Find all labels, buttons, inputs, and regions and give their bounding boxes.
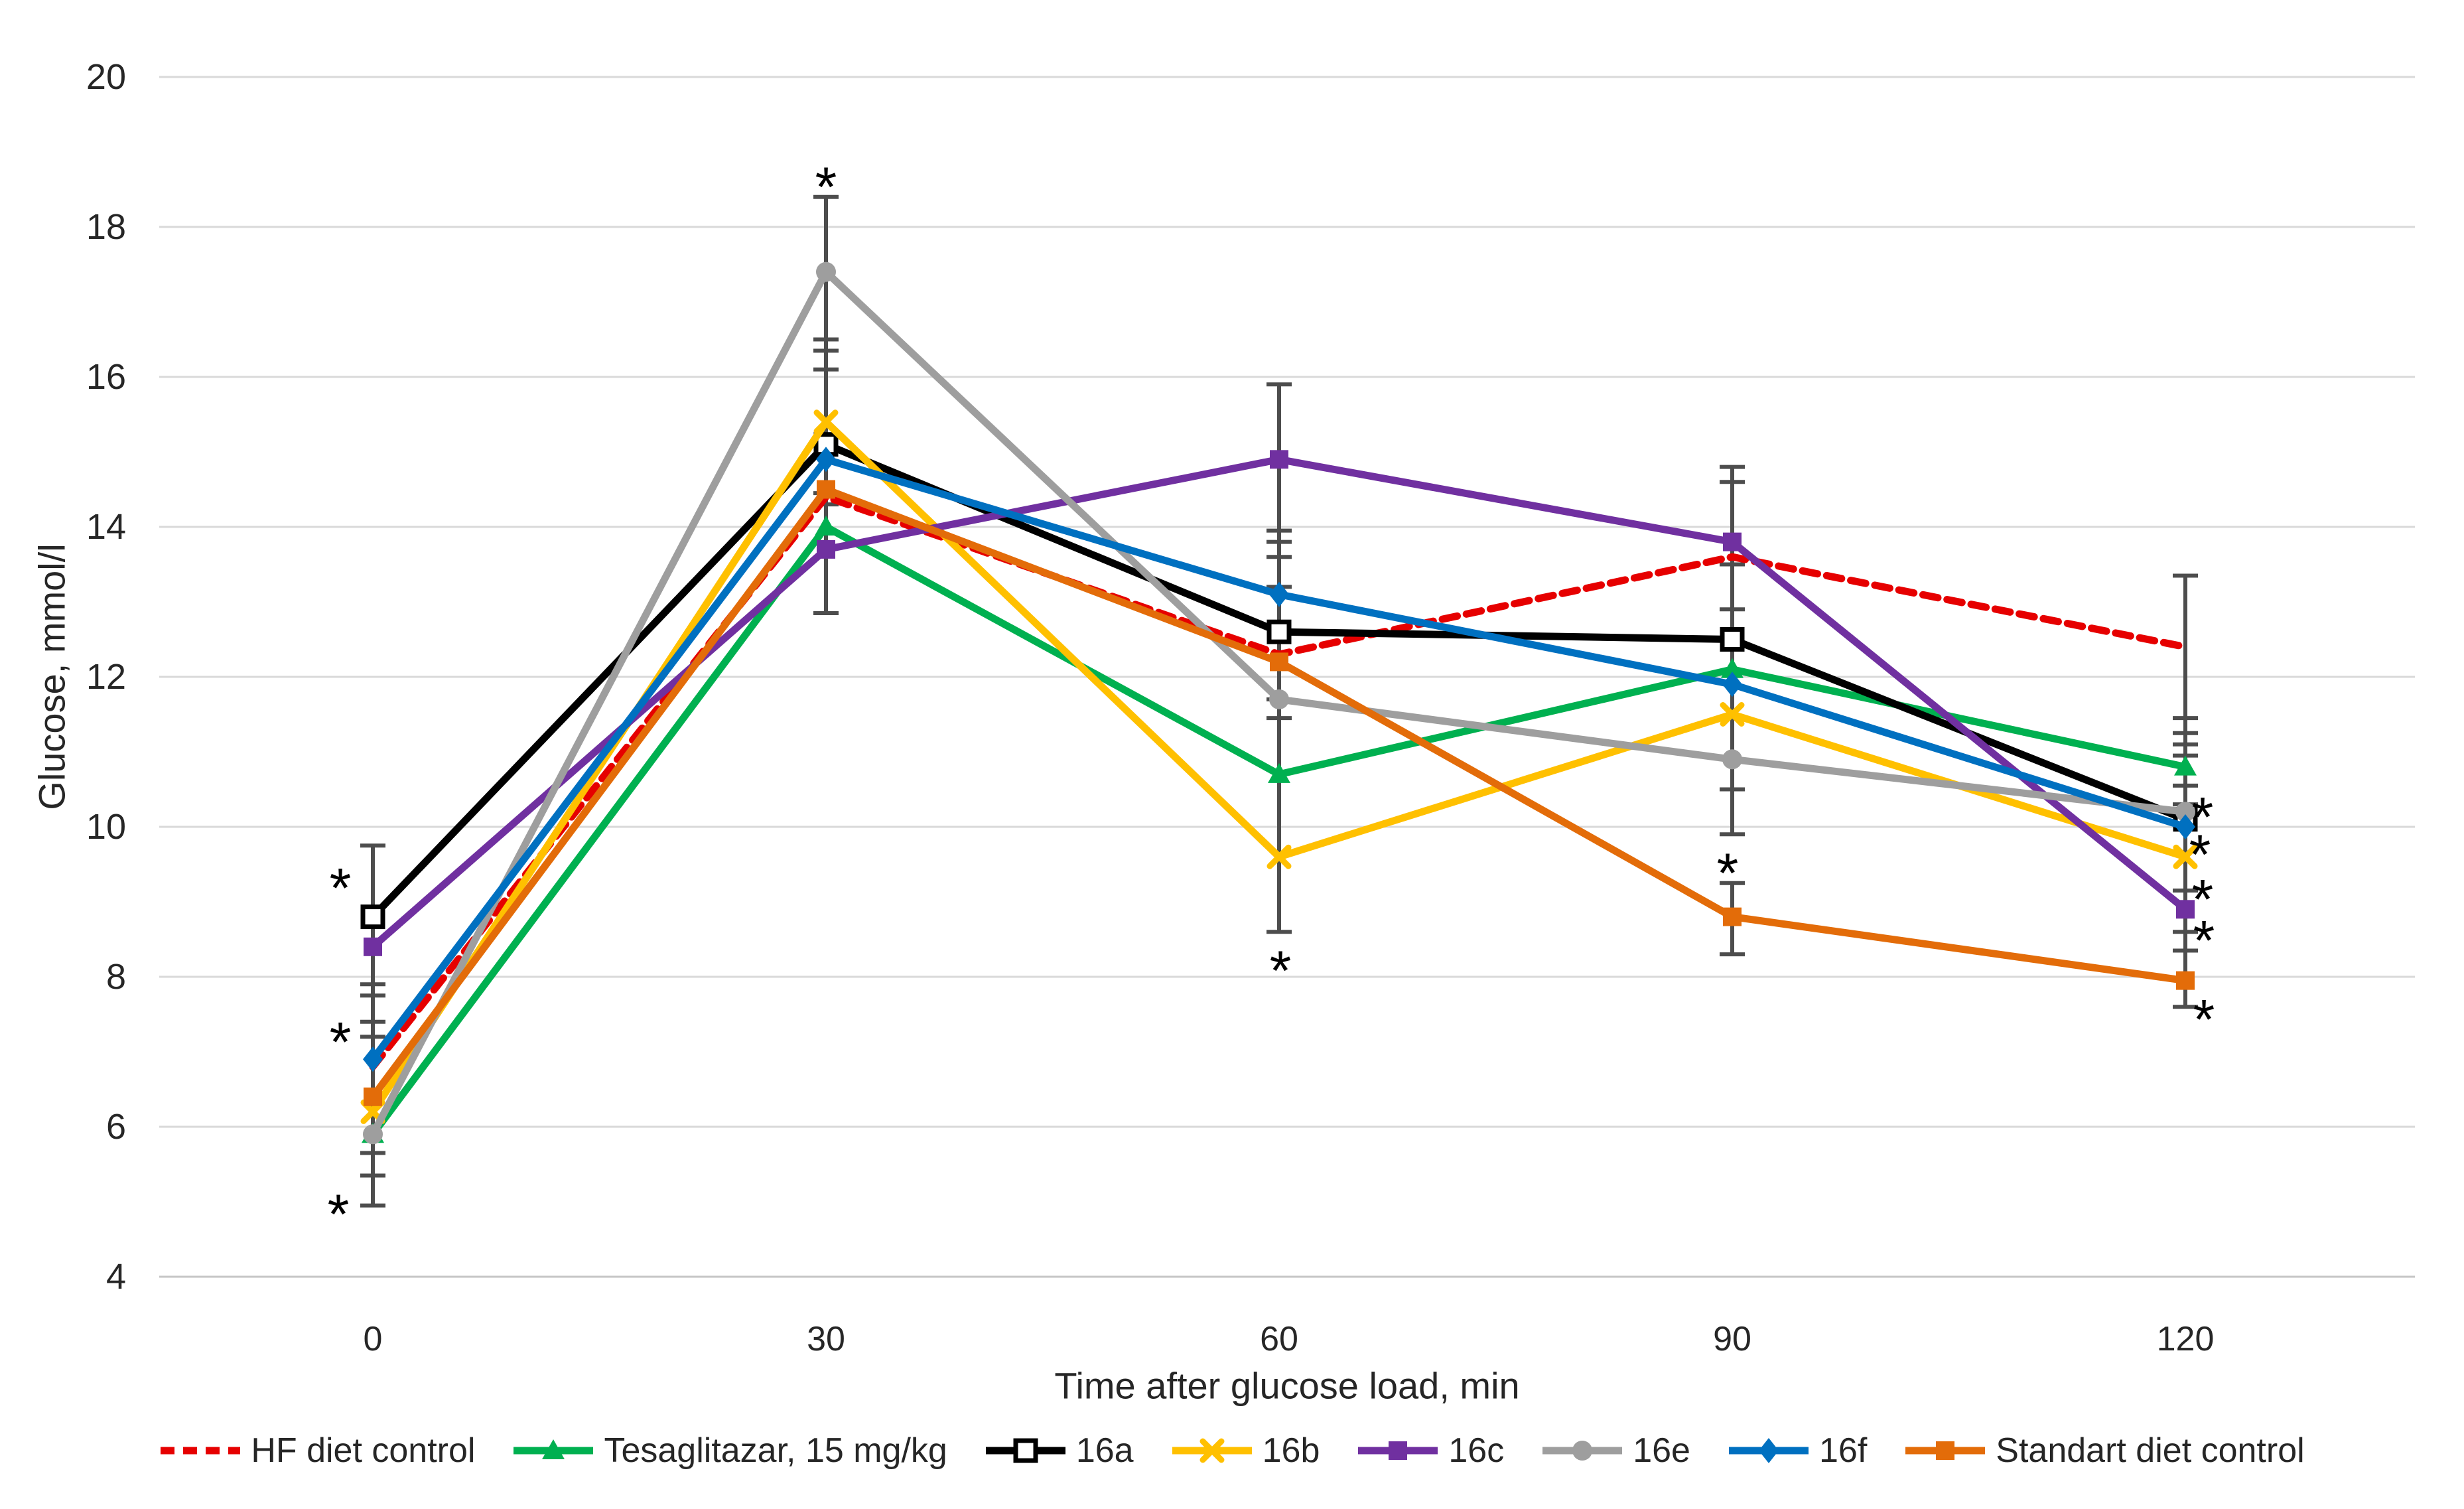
- circle-marker: [1572, 1441, 1593, 1461]
- x-marker: [813, 409, 839, 435]
- square-marker: [1389, 1441, 1408, 1460]
- open-square-marker: [1720, 627, 1745, 652]
- significance-asterisk: *: [2192, 868, 2214, 930]
- open-square-marker: [360, 904, 385, 930]
- triangle-marker: [815, 516, 837, 536]
- x-tick-label: 120: [2157, 1320, 2215, 1358]
- y-tick-label: 10: [86, 807, 126, 847]
- legend-item-16e: 16e: [1541, 1431, 1690, 1471]
- circle-marker: [2175, 802, 2195, 822]
- y-tick-label: 12: [86, 657, 126, 697]
- diamond-marker: [816, 447, 836, 472]
- open-square-marker: [1013, 1438, 1038, 1463]
- circle-marker: [1269, 689, 1289, 709]
- significance-asterisk: *: [2193, 988, 2215, 1050]
- circle-marker: [816, 261, 836, 282]
- y-tick-label: 20: [86, 57, 126, 97]
- square-marker: [1936, 1441, 1955, 1460]
- legend-marker-hf-diet-control: [161, 1447, 241, 1455]
- legend: HF diet control Tesaglitazar, 15 mg/kg 1…: [0, 1420, 2464, 1481]
- significance-asterisk: *: [328, 1183, 350, 1246]
- legend-marker-16f: [1728, 1438, 1809, 1463]
- significance-asterisk: *: [1717, 842, 1739, 904]
- legend-label: Tesaglitazar, 15 mg/kg: [604, 1431, 947, 1470]
- x-tick-label: 60: [1260, 1320, 1298, 1358]
- x-tick-label: 90: [1713, 1320, 1751, 1358]
- diamond-marker: [1269, 581, 1289, 607]
- square-marker: [1723, 532, 1742, 551]
- legend-marker-16e: [1542, 1441, 1623, 1461]
- square-marker: [364, 1087, 382, 1106]
- diamond-marker: [2175, 814, 2195, 839]
- diamond-marker: [1722, 672, 1742, 697]
- square-marker: [2176, 900, 2195, 919]
- x-axis-title: Time after glucose load, min: [1054, 1364, 1520, 1407]
- diamond-marker: [363, 1046, 383, 1072]
- triangle-marker: [2174, 755, 2197, 776]
- square-marker: [817, 480, 835, 499]
- square-marker: [1270, 450, 1288, 469]
- legend-item-16c: 16c: [1357, 1431, 1504, 1471]
- y-tick-label: 18: [86, 207, 126, 247]
- y-tick-label: 6: [106, 1107, 126, 1147]
- triangle-marker: [542, 1439, 565, 1459]
- significance-asterisk: *: [2192, 786, 2214, 848]
- legend-label: 16a: [1075, 1431, 1134, 1470]
- legend-label: HF diet control: [251, 1431, 476, 1470]
- triangle-marker: [1268, 762, 1290, 783]
- y-tick-label: 16: [86, 357, 126, 397]
- x-marker: [1199, 1438, 1225, 1463]
- y-axis-title: Glucose, mmol/l: [31, 543, 73, 810]
- square-marker: [1270, 652, 1288, 672]
- significance-asterisk: *: [1270, 939, 1292, 1001]
- x-marker: [1266, 844, 1292, 869]
- x-marker: [2173, 844, 2198, 869]
- legend-item-16f: 16f: [1728, 1431, 1867, 1471]
- legend-item-tesaglitazar: Tesaglitazar, 15 mg/kg: [512, 1431, 947, 1471]
- circle-marker: [1722, 749, 1742, 770]
- significance-asterisk: *: [330, 1011, 352, 1073]
- y-tick-label: 4: [106, 1257, 126, 1297]
- x-tick-label: 0: [364, 1320, 383, 1358]
- legend-marker-16a: [985, 1438, 1065, 1463]
- legend-marker-16b: [1172, 1438, 1252, 1463]
- legend-label: 16e: [1633, 1431, 1690, 1470]
- x-tick-label: 30: [807, 1320, 845, 1358]
- legend-item-16b: 16b: [1171, 1431, 1320, 1471]
- significance-asterisk: *: [2189, 823, 2211, 885]
- legend-item-hf-diet-control: HF diet control: [159, 1431, 475, 1471]
- square-marker: [364, 937, 382, 956]
- legend-marker-16c: [1358, 1441, 1438, 1460]
- legend-item-standart-diet-control: Standart diet control: [1904, 1431, 2305, 1471]
- square-marker: [817, 539, 835, 559]
- legend-item-16a: 16a: [985, 1431, 1134, 1471]
- significance-asterisk: *: [815, 156, 837, 218]
- y-tick-label: 14: [86, 507, 126, 547]
- x-marker: [1720, 702, 1745, 727]
- legend-label: 16f: [1818, 1431, 1868, 1470]
- diamond-marker: [1758, 1438, 1779, 1463]
- circle-marker: [363, 1124, 383, 1145]
- open-square-marker: [1266, 619, 1292, 644]
- square-marker: [1723, 907, 1742, 926]
- legend-marker-tesaglitazar: [513, 1439, 594, 1459]
- square-marker: [2176, 971, 2195, 990]
- legend-label: 16c: [1448, 1431, 1505, 1470]
- significance-asterisk: *: [2193, 909, 2215, 971]
- significance-asterisk: *: [330, 857, 352, 919]
- legend-marker-standart-diet-control: [1905, 1441, 1986, 1460]
- legend-label: Standart diet control: [1996, 1431, 2305, 1470]
- legend-label: 16b: [1262, 1431, 1320, 1470]
- triangle-marker: [1721, 658, 1744, 678]
- y-tick-label: 8: [106, 957, 126, 997]
